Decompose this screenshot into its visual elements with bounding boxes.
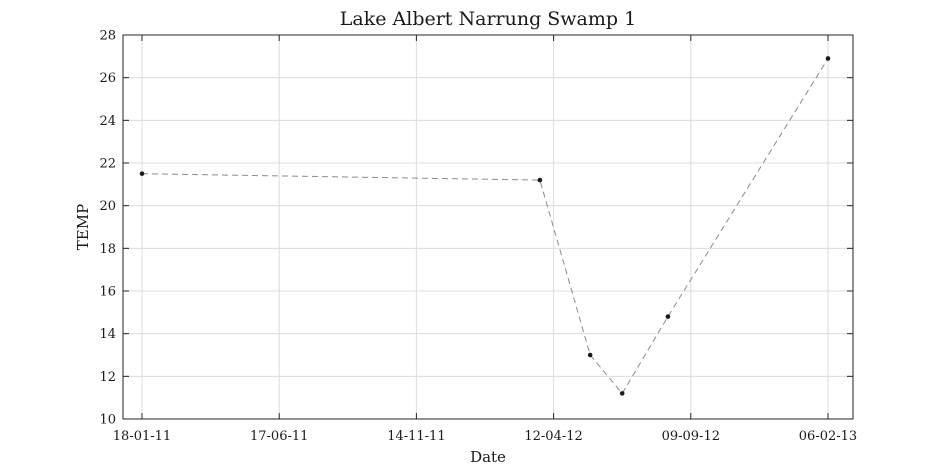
y-tick-label: 14 xyxy=(99,327,116,342)
y-tick-label: 28 xyxy=(99,29,116,44)
x-tick-label: 17-06-11 xyxy=(250,429,308,444)
data-point xyxy=(537,177,543,183)
x-tick-label: 09-09-12 xyxy=(662,429,720,444)
data-point xyxy=(619,391,625,396)
y-tick-label: 26 xyxy=(99,71,116,86)
plot-frame xyxy=(122,34,854,420)
y-tick-label: 18 xyxy=(99,242,116,257)
y-tick-label: 24 xyxy=(99,114,116,129)
x-tick-label: 14-11-11 xyxy=(387,429,445,444)
y-axis-tick-labels: 10 12 14 16 18 20 22 24 26 28 xyxy=(99,29,116,428)
x-axis-label: Date xyxy=(470,448,506,466)
data-point xyxy=(139,171,145,176)
y-tick-label: 22 xyxy=(99,157,116,172)
y-tick-label: 12 xyxy=(99,370,116,385)
series-points xyxy=(139,56,831,396)
grid-lines xyxy=(123,34,853,420)
data-point xyxy=(825,56,831,61)
chart-title: Lake Albert Narrung Swamp 1 xyxy=(340,8,636,30)
data-point xyxy=(665,314,671,319)
x-axis-tick-labels: 18-01-11 17-06-11 14-11-11 12-04-12 09-09-12… xyxy=(113,429,857,444)
x-tick-label: 12-04-12 xyxy=(524,429,582,444)
y-tick-label: 20 xyxy=(99,199,116,214)
axis-ticks xyxy=(123,34,853,420)
series-line xyxy=(141,58,829,395)
x-tick-label: 06-02-13 xyxy=(799,429,857,444)
y-axis-label: TEMP xyxy=(74,204,92,250)
data-point xyxy=(587,352,593,358)
x-tick-label: 18-01-11 xyxy=(113,429,171,444)
y-tick-label: 16 xyxy=(99,285,116,300)
y-tick-label: 10 xyxy=(99,413,116,428)
